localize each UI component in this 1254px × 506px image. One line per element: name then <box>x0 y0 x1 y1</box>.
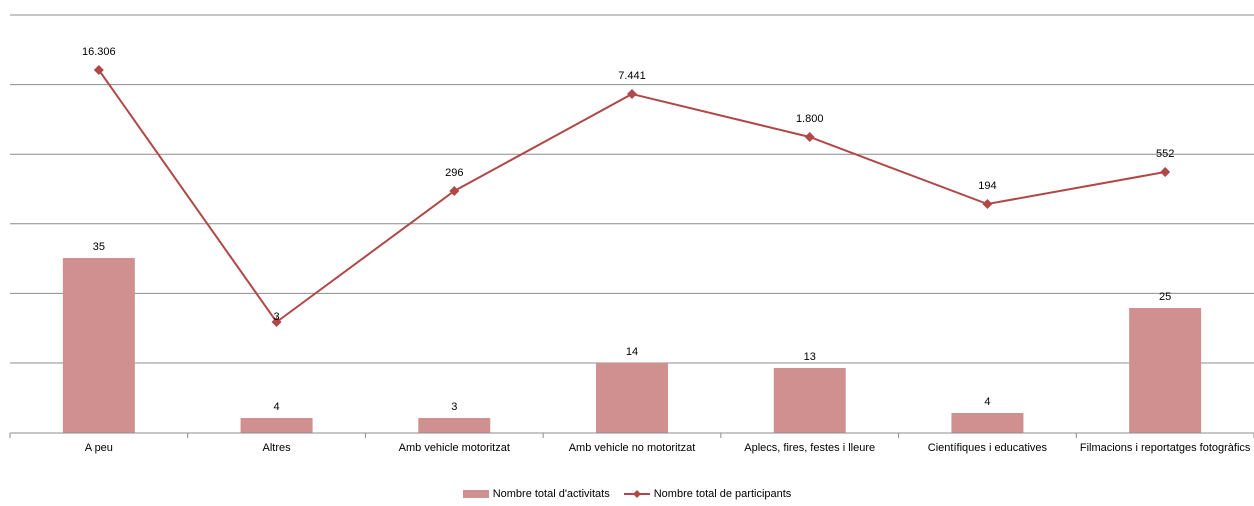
line-marker <box>982 199 993 209</box>
line-data-label: 3 <box>274 311 280 323</box>
data-labels: 35 4 3 14 13 4 25 16.306 3 296 7.441 1.800 194 552 <box>82 46 1174 413</box>
x-tick-label: Aplecs, fires, festes i lleure <box>744 442 875 454</box>
x-axis: A peu Altres Amb vehicle motoritzat Amb veh… <box>9 432 1254 454</box>
legend-item-participants: Nombre total de participants <box>623 488 792 500</box>
bar-data-label: 4 <box>984 396 990 408</box>
line-data-label: 194 <box>978 180 996 192</box>
line-marker <box>627 89 637 99</box>
line-data-label: 16.306 <box>82 46 116 58</box>
line-marker <box>271 317 282 327</box>
bar-data-label: 35 <box>93 241 105 253</box>
x-tick-label: Altres <box>263 442 292 454</box>
x-tick-label: Amb vehicle motoritzat <box>399 442 510 454</box>
bar-data-label: 4 <box>274 401 280 413</box>
bar <box>773 368 846 433</box>
x-tick-label: A peu <box>85 442 113 454</box>
line-marker <box>1160 167 1171 177</box>
x-tick-label: Amb vehicle no motoritzat <box>569 442 696 454</box>
bar <box>596 363 668 433</box>
line-marker <box>449 186 460 196</box>
legend: Nombre total d'activitats Nombre total d… <box>0 488 1254 500</box>
legend-label-participants: Nombre total de participants <box>653 488 792 500</box>
bar <box>418 418 491 433</box>
bar-series <box>62 258 1202 433</box>
bar-data-label: 13 <box>804 351 816 363</box>
bar-data-label: 25 <box>1159 291 1171 303</box>
legend-swatch-line <box>623 490 650 498</box>
legend-item-activitats: Nombre total d'activitats <box>462 488 610 500</box>
bar-data-label: 14 <box>626 346 638 358</box>
bar <box>951 413 1024 433</box>
legend-label-activitats: Nombre total d'activitats <box>492 488 610 500</box>
series-line <box>98 69 1166 324</box>
line-data-label: 1.800 <box>796 113 824 125</box>
bar <box>62 258 135 433</box>
line-data-label: 552 <box>1156 148 1174 160</box>
bar-data-label: 3 <box>451 401 457 413</box>
line-marker <box>804 132 815 142</box>
line-series <box>93 65 1171 327</box>
line-marker <box>93 65 104 75</box>
legend-swatch-bar <box>462 490 489 498</box>
bar <box>240 418 313 433</box>
line-data-label: 7.441 <box>618 70 646 82</box>
x-tick-label: Filmacions i reportatges fotogràfics <box>1080 442 1251 454</box>
line-data-label: 296 <box>445 167 463 179</box>
bar <box>1129 308 1202 433</box>
x-tick-label: Científiques i educatives <box>928 442 1048 454</box>
